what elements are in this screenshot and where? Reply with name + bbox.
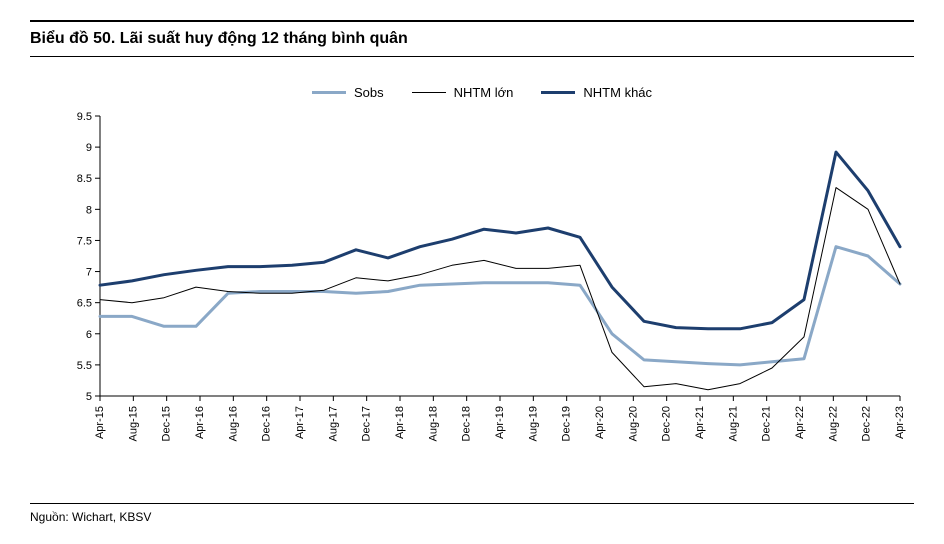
legend-item-sobs: Sobs bbox=[312, 85, 384, 100]
svg-text:8: 8 bbox=[86, 204, 92, 216]
title-block: Biểu đồ 50. Lãi suất huy động 12 tháng b… bbox=[30, 20, 914, 57]
svg-text:Aug-21: Aug-21 bbox=[727, 406, 739, 441]
svg-text:Aug-15: Aug-15 bbox=[127, 406, 139, 441]
svg-text:Aug-16: Aug-16 bbox=[227, 406, 239, 441]
svg-text:Apr-21: Apr-21 bbox=[694, 406, 706, 439]
svg-text:Apr-19: Apr-19 bbox=[494, 406, 506, 439]
legend-swatch-nhtm-lon bbox=[412, 92, 446, 93]
svg-text:Aug-17: Aug-17 bbox=[327, 406, 339, 441]
svg-text:Aug-20: Aug-20 bbox=[627, 406, 639, 441]
svg-text:Dec-18: Dec-18 bbox=[461, 406, 473, 441]
chart-source: Nguồn: Wichart, KBSV bbox=[30, 503, 914, 524]
legend: Sobs NHTM lớn NHTM khác bbox=[60, 85, 904, 100]
svg-text:8.5: 8.5 bbox=[77, 173, 92, 185]
svg-text:Aug-18: Aug-18 bbox=[427, 406, 439, 441]
svg-text:Dec-16: Dec-16 bbox=[261, 406, 273, 441]
svg-text:Aug-22: Aug-22 bbox=[827, 406, 839, 441]
svg-text:Apr-18: Apr-18 bbox=[394, 406, 406, 439]
svg-text:Dec-15: Dec-15 bbox=[161, 406, 173, 441]
chart-title: Biểu đồ 50. Lãi suất huy động 12 tháng b… bbox=[30, 30, 914, 48]
svg-text:5.5: 5.5 bbox=[77, 360, 92, 372]
svg-text:Apr-23: Apr-23 bbox=[894, 406, 906, 439]
svg-text:Dec-17: Dec-17 bbox=[361, 406, 373, 441]
svg-text:Dec-21: Dec-21 bbox=[761, 406, 773, 441]
svg-text:6.5: 6.5 bbox=[77, 298, 92, 310]
svg-text:Dec-22: Dec-22 bbox=[861, 406, 873, 441]
svg-text:Dec-20: Dec-20 bbox=[661, 406, 673, 441]
legend-label-nhtm-khac: NHTM khác bbox=[583, 85, 652, 100]
svg-text:7: 7 bbox=[86, 267, 92, 279]
svg-text:6: 6 bbox=[86, 329, 92, 341]
legend-item-nhtm-lon: NHTM lớn bbox=[412, 85, 514, 100]
legend-label-sobs: Sobs bbox=[354, 85, 384, 100]
svg-text:Apr-16: Apr-16 bbox=[194, 406, 206, 439]
legend-label-nhtm-lon: NHTM lớn bbox=[454, 85, 514, 100]
svg-text:7.5: 7.5 bbox=[77, 235, 92, 247]
svg-text:Apr-17: Apr-17 bbox=[294, 406, 306, 439]
legend-item-nhtm-khac: NHTM khác bbox=[541, 85, 652, 100]
legend-swatch-sobs bbox=[312, 91, 346, 94]
svg-text:Aug-19: Aug-19 bbox=[527, 406, 539, 441]
svg-text:Apr-22: Apr-22 bbox=[794, 406, 806, 439]
legend-swatch-nhtm-khac bbox=[541, 91, 575, 94]
line-chart: 5 5.5 6 6.5 7 7.5 8 8.5 9 9.5 Apr-15 Aug-15 Dec-15 Ap… bbox=[60, 106, 910, 486]
svg-text:5: 5 bbox=[86, 391, 92, 403]
svg-text:9: 9 bbox=[86, 142, 92, 154]
svg-text:9.5: 9.5 bbox=[77, 111, 92, 123]
chart-container: Sobs NHTM lớn NHTM khác 5 5.5 6 6.5 7 7.5 8 8.5… bbox=[60, 85, 904, 491]
svg-text:Apr-15: Apr-15 bbox=[94, 406, 106, 439]
svg-text:Apr-20: Apr-20 bbox=[594, 406, 606, 439]
svg-text:Dec-19: Dec-19 bbox=[561, 406, 573, 441]
